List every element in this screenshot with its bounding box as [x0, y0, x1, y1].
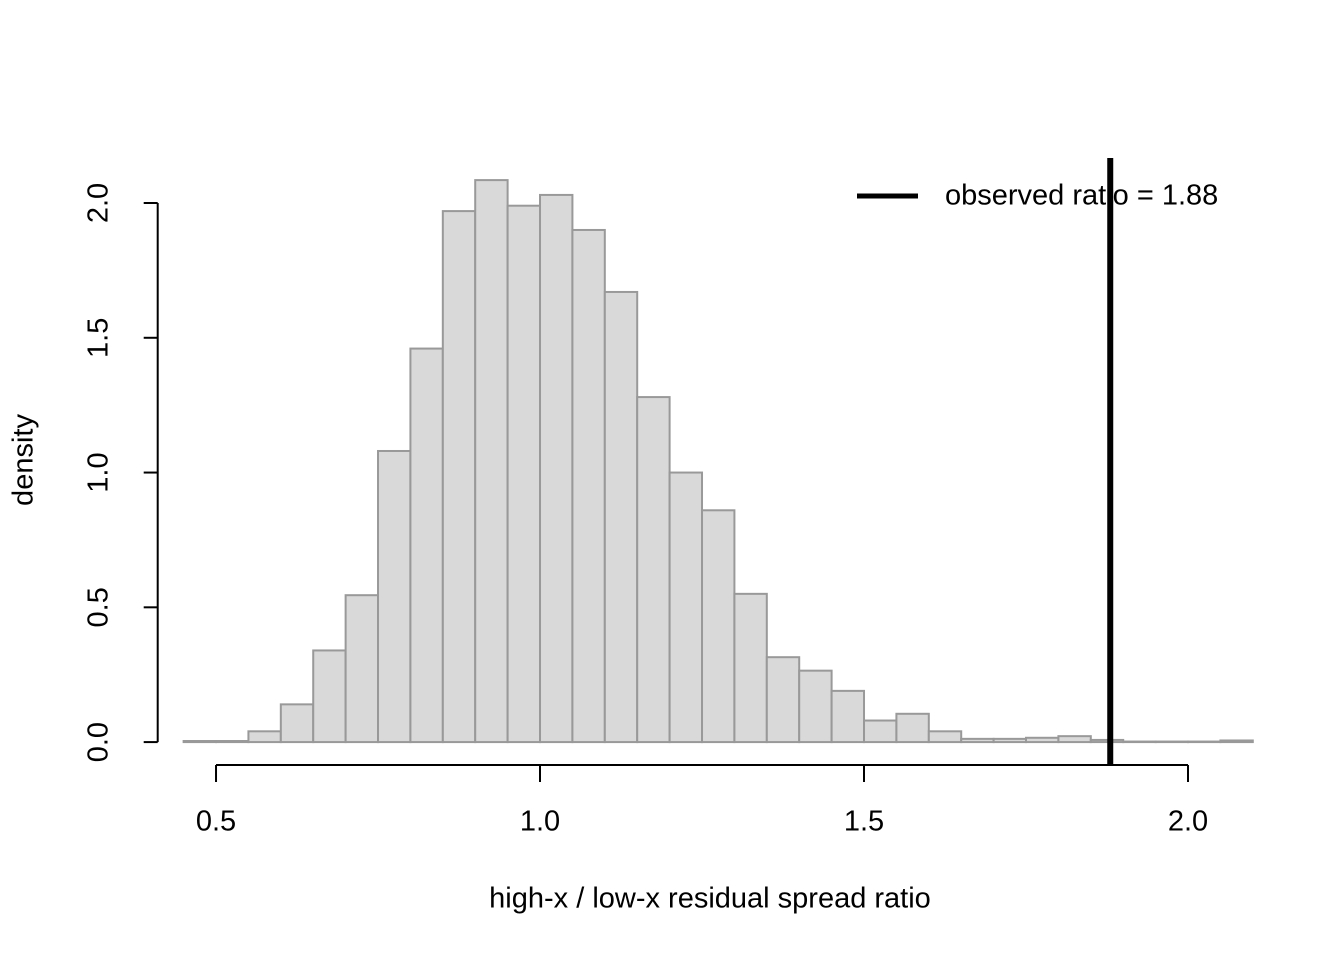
bar	[377, 449, 412, 744]
bar	[344, 594, 380, 744]
bar	[798, 669, 833, 744]
y-tick-label: 0.5	[83, 587, 115, 627]
y-tick-label: 0.0	[83, 722, 115, 762]
bar	[1057, 735, 1092, 744]
bar	[765, 656, 801, 744]
y-axis-title: density	[8, 414, 40, 506]
bar	[571, 228, 606, 744]
bar	[701, 509, 736, 744]
bar	[1025, 736, 1060, 744]
bar	[215, 740, 250, 744]
bar	[927, 730, 963, 744]
y-tick-label: 2.0	[83, 183, 115, 223]
bar	[603, 290, 639, 744]
x-tick-label: 2.0	[1168, 806, 1208, 838]
bar	[1122, 740, 1157, 744]
x-axis-title: high-x / low-x residual spread ratio	[489, 883, 931, 915]
bar	[409, 347, 444, 744]
bar	[863, 719, 898, 744]
bar	[441, 210, 477, 744]
x-tick-label: 1.5	[844, 806, 884, 838]
y-tick-label: 1.5	[83, 318, 115, 358]
bar	[830, 689, 866, 744]
legend-label: observed ratio = 1.88	[945, 180, 1218, 212]
bar	[474, 179, 509, 744]
bar	[247, 730, 282, 744]
bar	[895, 712, 930, 744]
bar	[992, 737, 1028, 744]
bar	[636, 396, 671, 744]
bar	[1154, 740, 1190, 744]
bar	[960, 737, 995, 744]
bar	[1219, 739, 1254, 744]
bar	[733, 592, 768, 744]
x-tick-label: 1.0	[520, 806, 560, 838]
bar	[539, 193, 574, 744]
bar	[312, 649, 347, 744]
bar	[668, 471, 704, 744]
bar	[1187, 740, 1222, 744]
bar	[1089, 738, 1125, 744]
x-tick-label: 0.5	[196, 806, 236, 838]
bar	[182, 740, 218, 744]
bar	[279, 703, 315, 744]
bar	[506, 204, 542, 744]
y-tick-label: 1.0	[83, 452, 115, 492]
